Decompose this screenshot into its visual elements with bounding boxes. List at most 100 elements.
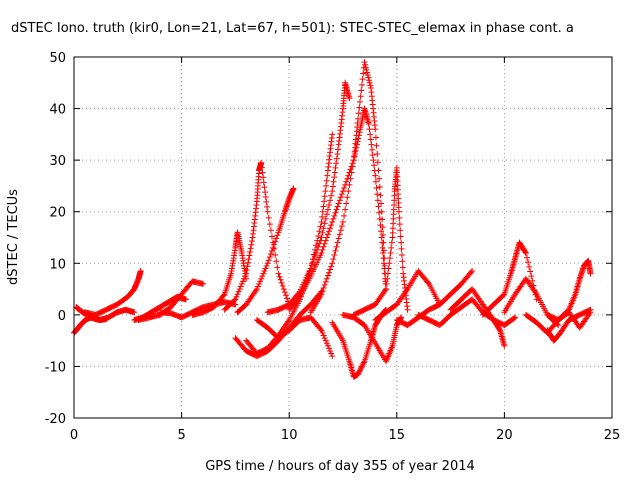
- series-8: [234, 185, 297, 316]
- data-point: [317, 223, 324, 230]
- data-point: [324, 172, 331, 179]
- data-point: [388, 239, 395, 246]
- data-point: [369, 146, 376, 153]
- data-point: [182, 296, 189, 303]
- data-point: [276, 273, 283, 280]
- data-point: [398, 252, 405, 259]
- data-point: [314, 246, 321, 253]
- data-point: [258, 159, 265, 166]
- data-point: [315, 243, 322, 250]
- data-point: [341, 212, 348, 219]
- data-point: [335, 200, 342, 207]
- data-point: [373, 184, 380, 191]
- data-point: [522, 248, 529, 255]
- data-point: [374, 197, 381, 204]
- data-point: [316, 240, 323, 247]
- data-point: [321, 198, 328, 205]
- data-point: [374, 191, 381, 198]
- data-point: [344, 194, 351, 201]
- data-point: [333, 155, 340, 162]
- data-point: [259, 273, 266, 280]
- data-point: [273, 235, 280, 242]
- data-point: [383, 280, 390, 287]
- data-point: [359, 76, 366, 83]
- data-point: [469, 268, 476, 275]
- data-point: [265, 257, 272, 264]
- data-point: [396, 214, 403, 221]
- data-point: [318, 249, 325, 256]
- data-point: [262, 265, 269, 272]
- data-point: [330, 178, 337, 185]
- data-point: [328, 350, 335, 357]
- data-point: [334, 150, 341, 157]
- data-point: [386, 260, 393, 267]
- data-point: [277, 276, 284, 283]
- data-point: [364, 72, 371, 79]
- data-point: [364, 69, 371, 76]
- data-point: [369, 151, 376, 158]
- data-point: [380, 260, 387, 267]
- data-point: [397, 233, 404, 240]
- data-point: [313, 249, 320, 256]
- data-point: [267, 227, 274, 234]
- data-point: [319, 229, 326, 236]
- data-point: [319, 246, 326, 253]
- data-point: [279, 282, 286, 289]
- series-7: [221, 159, 293, 313]
- y-tick-label: 20: [49, 206, 66, 221]
- data-point: [257, 278, 264, 285]
- data-point: [335, 235, 342, 242]
- data-point: [366, 79, 373, 86]
- data-point: [264, 208, 271, 215]
- data-point: [529, 277, 536, 284]
- data-point: [316, 228, 323, 235]
- series-18: [372, 268, 443, 324]
- data-point: [308, 262, 315, 269]
- data-point: [321, 281, 328, 288]
- data-point: [372, 134, 379, 141]
- data-point: [241, 275, 248, 282]
- data-point: [318, 234, 325, 241]
- data-point: [356, 368, 363, 375]
- data-point: [235, 288, 242, 295]
- data-point: [323, 177, 330, 184]
- data-point: [328, 263, 335, 270]
- data-point: [282, 292, 289, 299]
- data-point: [333, 243, 340, 250]
- x-tick-label: 0: [70, 428, 78, 443]
- data-point: [380, 247, 387, 254]
- data-point: [381, 262, 388, 269]
- data-point: [320, 332, 327, 339]
- data-point: [378, 200, 385, 207]
- data-point: [381, 255, 388, 262]
- data-point: [376, 209, 383, 216]
- data-point: [259, 169, 266, 176]
- data-point: [404, 306, 411, 313]
- data-point: [348, 169, 355, 176]
- data-point: [274, 232, 281, 239]
- data-point: [268, 233, 275, 240]
- data-point: [326, 269, 333, 276]
- data-point: [366, 77, 373, 84]
- data-point: [256, 280, 263, 287]
- data-point: [396, 221, 403, 228]
- data-point: [239, 278, 246, 285]
- data-point: [254, 283, 261, 290]
- data-point: [318, 291, 325, 298]
- data-point: [329, 260, 336, 267]
- data-point: [329, 131, 336, 138]
- series-12: [253, 314, 336, 360]
- data-point: [278, 279, 285, 286]
- series-14: [307, 59, 390, 316]
- data-point: [137, 268, 144, 275]
- data-point: [322, 237, 329, 244]
- data-point: [270, 244, 277, 251]
- data-point: [331, 212, 338, 219]
- data-point: [258, 275, 265, 282]
- data-point: [367, 131, 374, 138]
- data-point: [260, 270, 267, 277]
- data-point: [374, 159, 381, 166]
- data-point: [347, 175, 354, 182]
- data-point: [324, 272, 331, 279]
- data-point: [295, 295, 302, 302]
